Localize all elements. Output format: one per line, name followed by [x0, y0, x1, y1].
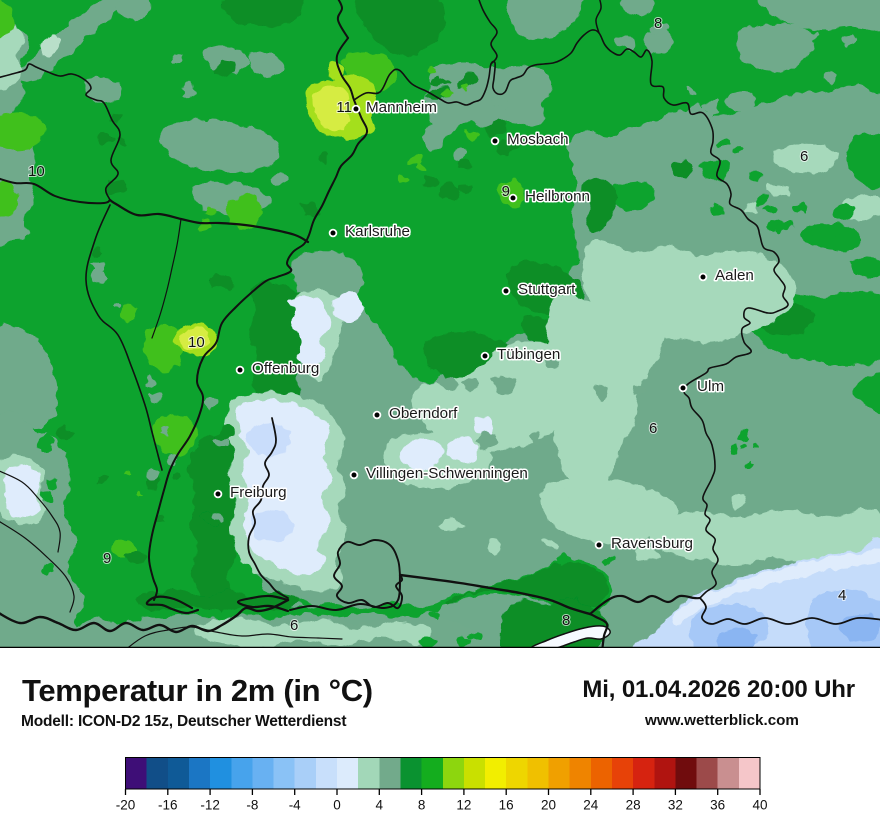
svg-text:12: 12: [456, 798, 471, 813]
svg-text:11: 11: [336, 99, 352, 116]
svg-text:6: 6: [290, 617, 298, 634]
svg-text:Tübingen: Tübingen: [497, 346, 560, 363]
svg-text:Stuttgart: Stuttgart: [518, 281, 576, 298]
svg-text:-16: -16: [158, 798, 178, 813]
svg-text:16: 16: [499, 798, 514, 813]
svg-text:6: 6: [800, 148, 808, 165]
svg-text:0: 0: [333, 798, 341, 813]
svg-text:36: 36: [710, 798, 725, 813]
svg-text:28: 28: [626, 798, 641, 813]
svg-text:24: 24: [583, 798, 599, 813]
svg-text:4: 4: [376, 798, 384, 813]
svg-text:Oberndorf: Oberndorf: [389, 405, 458, 422]
svg-text:Karlsruhe: Karlsruhe: [345, 223, 410, 240]
svg-text:Ulm: Ulm: [697, 378, 724, 395]
svg-text:Villingen-Schwenningen: Villingen-Schwenningen: [366, 465, 528, 482]
svg-text:Heilbronn: Heilbronn: [525, 188, 590, 205]
svg-text:8: 8: [654, 15, 662, 32]
svg-text:Mi, 01.04.2026 20:00 Uhr: Mi, 01.04.2026 20:00 Uhr: [582, 676, 855, 703]
svg-text:-8: -8: [246, 798, 258, 813]
svg-text:10: 10: [188, 334, 205, 351]
svg-text:-4: -4: [289, 798, 301, 813]
svg-text:-12: -12: [200, 798, 220, 813]
svg-text:www.wetterblick.com: www.wetterblick.com: [644, 712, 799, 729]
svg-text:Ravensburg: Ravensburg: [611, 535, 693, 552]
svg-text:9: 9: [502, 183, 510, 200]
svg-text:40: 40: [752, 798, 767, 813]
svg-text:20: 20: [541, 798, 556, 813]
svg-text:-20: -20: [116, 798, 136, 813]
svg-text:Freiburg: Freiburg: [230, 484, 287, 501]
svg-text:8: 8: [562, 612, 570, 629]
svg-text:10: 10: [28, 163, 45, 180]
svg-text:Offenburg: Offenburg: [252, 360, 319, 377]
svg-text:6: 6: [649, 420, 657, 437]
svg-text:Aalen: Aalen: [715, 267, 754, 284]
svg-text:Modell: ICON-D2 15z, Deutscher: Modell: ICON-D2 15z, Deutscher Wetterdie…: [21, 713, 346, 730]
svg-text:Mosbach: Mosbach: [507, 131, 569, 148]
svg-text:8: 8: [418, 798, 426, 813]
svg-text:9: 9: [103, 550, 111, 567]
svg-text:32: 32: [668, 798, 683, 813]
svg-text:4: 4: [838, 587, 846, 604]
svg-text:Temperatur in 2m (in °C): Temperatur in 2m (in °C): [22, 673, 373, 708]
svg-text:Mannheim: Mannheim: [366, 99, 437, 116]
